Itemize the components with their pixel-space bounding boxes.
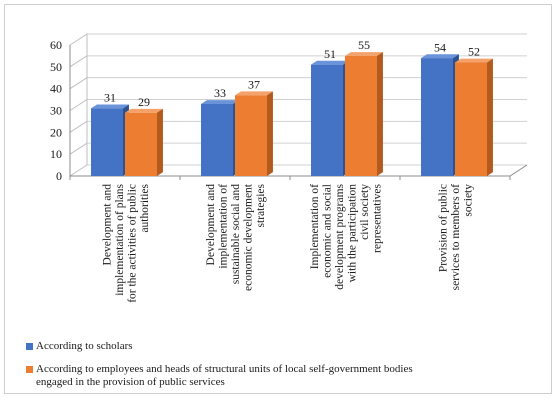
bar-front <box>311 64 343 176</box>
bar-side <box>377 52 383 176</box>
x-tick-label-line: Development and <box>101 184 113 266</box>
legend-label-employees: According to employees and heads of stru… <box>36 363 536 389</box>
bar-layer <box>91 52 493 176</box>
y-tick-label: 30 <box>50 104 62 118</box>
bar-top <box>345 52 383 56</box>
y-tick-label: 20 <box>50 125 62 139</box>
x-tick-label-line: Implementation of <box>309 184 321 269</box>
y-tick-label: 60 <box>50 38 62 52</box>
x-tick-label-line: development programs <box>334 183 346 289</box>
data-label: 33 <box>214 86 226 100</box>
x-tick-label-line: authorities <box>139 183 151 232</box>
bar-front <box>91 108 123 176</box>
data-label: 31 <box>104 90 116 104</box>
bar-front <box>455 62 487 176</box>
data-label: 54 <box>434 40 446 54</box>
x-tick-label-line: strategies <box>255 183 267 227</box>
data-label: 52 <box>468 45 480 59</box>
y-tick-label: 50 <box>50 60 62 74</box>
axis-layer: 0 10 20 30 40 50 60 <box>50 38 528 183</box>
bar-top <box>125 108 163 113</box>
category-label-layer: Development and implementation of plans fo… <box>101 183 474 303</box>
bar-front <box>201 103 233 176</box>
bar-front <box>235 95 267 176</box>
legend-label-employees-line-2: engaged in the provision of public servi… <box>36 376 225 388</box>
legend-label-employees-line-1: According to employees and heads of stru… <box>36 363 413 375</box>
bar-front <box>421 58 453 176</box>
gridline-diagonal <box>69 142 88 155</box>
gridline-diagonal <box>69 99 88 111</box>
x-tick-label-line: economic development <box>243 183 255 291</box>
legend-swatch-scholars <box>26 343 33 350</box>
data-label: 55 <box>358 38 370 52</box>
bar-front <box>125 112 157 176</box>
x-tick-label-line: Development and <box>205 184 217 266</box>
x-tick-label-line: implementation of plans <box>114 183 126 295</box>
gridline-diagonal <box>69 77 88 90</box>
gridline-diagonal <box>69 120 88 133</box>
bar-side <box>487 58 493 176</box>
gridline-diagonal <box>69 164 88 177</box>
bar-top <box>201 100 239 104</box>
legend-swatch-employees <box>26 366 33 373</box>
bar-top <box>421 54 459 59</box>
x-tick-label-line: for the activities of public <box>126 184 138 303</box>
bar-top <box>91 104 129 109</box>
data-label-layer: 31 29 33 37 51 55 54 52 <box>104 38 480 109</box>
bar-front <box>345 55 377 176</box>
legend-label-scholars: According to scholars <box>36 340 133 352</box>
y-tick-label: 40 <box>50 82 62 96</box>
x-tick-label-line: with the participation <box>346 184 358 283</box>
x-tick-label-line: society <box>463 184 475 217</box>
bar-top <box>455 58 493 63</box>
x-tick-label-line: services to members of <box>450 184 462 291</box>
x-tick-label-line: representatives <box>371 183 383 252</box>
x-tick-label-line: economic and social <box>321 184 333 278</box>
gridline-diagonal <box>69 33 88 46</box>
data-label: 51 <box>324 47 336 61</box>
y-tick-label: 0 <box>56 169 62 183</box>
bar-side <box>267 91 273 176</box>
data-label: 37 <box>248 77 260 91</box>
x-tick-label: Development and implementation of sustaina… <box>205 183 267 291</box>
x-tick-label: Development and implementation of plans fo… <box>101 183 151 302</box>
x-tick-label-line: implementation of <box>218 184 230 269</box>
x-tick-label-line: civil society <box>359 184 371 240</box>
x-tick-label-line: sustainable social and <box>230 184 242 285</box>
bar-top <box>235 91 273 96</box>
x-tick-label: Implementation of economic and social deve… <box>309 183 384 289</box>
bar-top <box>311 60 349 65</box>
x-tick-label: Provision of public services to members o… <box>438 184 475 291</box>
y-tick-label: 10 <box>50 147 62 161</box>
data-label: 29 <box>138 95 150 109</box>
bar-side <box>157 108 163 176</box>
gridline-diagonal <box>69 55 88 68</box>
x-tick-label-line: Provision of public <box>438 184 450 272</box>
